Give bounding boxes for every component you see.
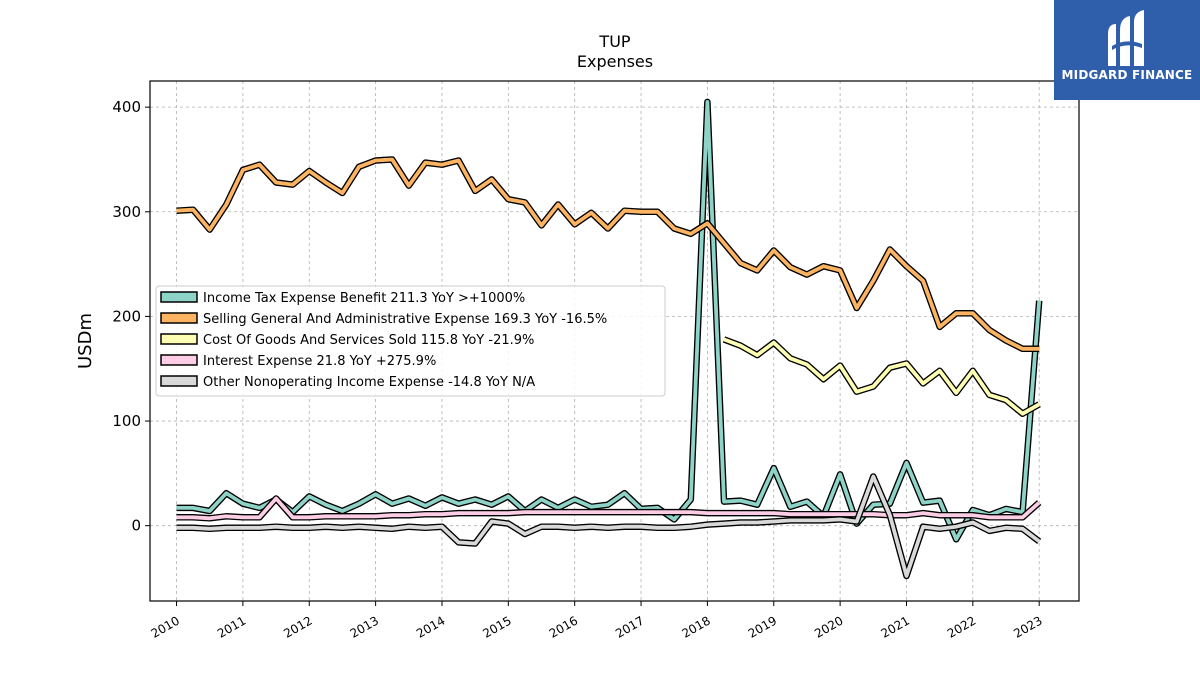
series-line [176,496,1041,521]
x-tick-label: 2021 [879,613,912,640]
series-income-tax-expense-benefit [176,98,1043,543]
plot-frame [149,80,1080,602]
legend-swatch [160,375,198,387]
legend-swatch [160,312,198,324]
legend-swatch [160,354,198,366]
logo-text: MIDGARD FINANCE [1061,68,1193,82]
series-interest-expense [176,495,1042,522]
x-tick-label: 2023 [1011,613,1044,640]
series-line [176,100,1042,542]
x-tick-label: 2015 [480,613,513,640]
legend-label: Other Nonoperating Income Expense -14.8 … [203,375,535,390]
x-tick-label: 2016 [547,613,580,640]
series-selling-general-and-administrative-expense [176,156,1040,353]
legend-label: Cost Of Goods And Services Sold 115.8 Yo… [203,333,534,348]
x-tick-label: 2011 [215,613,248,640]
x-tick-label: 2020 [812,613,845,640]
y-axis-label: USDm [75,313,96,369]
series-cost-of-goods-and-services-sold [722,336,1041,417]
legend-swatch [160,333,198,345]
legend-box [155,285,666,397]
legend: Income Tax Expense Benefit 211.3 YoY >+1… [155,285,666,397]
series-line [176,474,1041,578]
x-tick-label: 2014 [414,613,447,640]
x-tick-label: 2022 [945,613,978,640]
series-line [723,337,1041,416]
x-tick-label: 2017 [613,613,646,640]
y-tick-label: 100 [112,412,141,430]
chart-title: TUP [598,32,630,51]
x-tick-label: 2012 [281,613,314,640]
y-tick-label: 300 [112,203,141,221]
legend-label: Interest Expense 21.8 YoY +275.9% [203,354,436,369]
y-tick-label: 200 [112,307,141,325]
x-tick-label: 2018 [679,613,712,640]
x-tick-label: 2010 [149,613,182,640]
series-line [176,157,1040,351]
series-other-nonoperating-income-expense [176,473,1042,580]
y-tick-label: 0 [131,517,141,535]
legend-label: Income Tax Expense Benefit 211.3 YoY >+1… [203,291,525,306]
brand-logo: MIDGARD FINANCE [1054,0,1200,100]
y-tick-label: 400 [112,98,141,116]
legend-label: Selling General And Administrative Expen… [203,312,607,327]
x-tick-label: 2013 [348,613,381,640]
series-layer [176,98,1043,580]
logo-mark-icon [1108,10,1144,66]
x-tick-label: 2019 [746,613,779,640]
legend-swatch [160,291,198,303]
chart-subtitle: Expenses [577,52,653,71]
